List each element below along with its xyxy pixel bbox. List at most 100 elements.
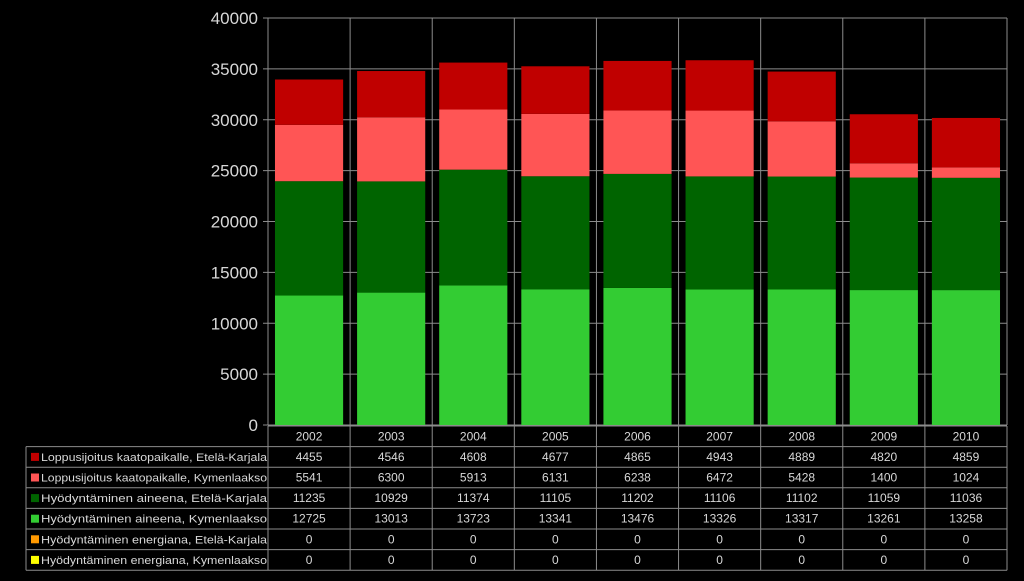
- data-label: 0: [716, 553, 723, 567]
- data-label: 6300: [378, 471, 405, 485]
- data-label: 11059: [868, 491, 901, 505]
- y-tick-label: 10000: [211, 314, 258, 333]
- bar-segment: [521, 113, 590, 177]
- data-label: 0: [470, 532, 477, 546]
- bar-segment: [931, 117, 1001, 168]
- data-label: 4608: [460, 450, 487, 464]
- data-label: 4859: [953, 450, 980, 464]
- data-label: 1024: [953, 471, 980, 485]
- data-label: 11102: [786, 491, 818, 505]
- legend-swatch: [31, 473, 39, 482]
- bar-segment: [603, 287, 672, 425]
- legend-swatch: [31, 452, 39, 461]
- y-axis: 0 5000 10000 15000 20000 25000 30000 35000 40000: [211, 9, 268, 435]
- bar-segment: [274, 181, 344, 296]
- data-label: 0: [963, 553, 970, 567]
- data-label: 10929: [374, 491, 408, 505]
- data-label: 0: [880, 532, 887, 546]
- data-label: 4889: [788, 450, 815, 464]
- bar-segment: [439, 169, 508, 286]
- bar-segment: [685, 176, 754, 290]
- data-label: 0: [963, 532, 970, 546]
- data-label: 0: [388, 553, 395, 567]
- legend-swatch: [31, 535, 39, 544]
- bar-segment: [274, 295, 344, 425]
- legend-swatch: [31, 514, 39, 523]
- data-label: 0: [306, 532, 313, 546]
- data-label: 0: [634, 532, 641, 546]
- data-label: 11374: [457, 491, 490, 505]
- bar-segment: [685, 60, 754, 111]
- x-tick-label: 2006: [624, 429, 651, 443]
- bar-segment: [274, 124, 344, 182]
- y-tick-label: 40000: [211, 9, 258, 28]
- y-tick-label: 5000: [220, 365, 258, 384]
- legend-label: Hyödyntäminen aineena, Kymenlaakso: [41, 514, 267, 526]
- data-label: 13258: [949, 512, 983, 526]
- data-label: 0: [388, 532, 395, 546]
- bar-segment: [767, 121, 836, 177]
- data-label: 11106: [704, 491, 736, 505]
- x-tick-label: 2003: [378, 429, 405, 443]
- data-label: 11202: [621, 491, 654, 505]
- data-label: 0: [798, 553, 805, 567]
- bar-segment: [849, 290, 918, 425]
- data-label: 4455: [296, 450, 323, 464]
- data-label: 11235: [293, 491, 326, 505]
- bar-segment: [357, 117, 426, 182]
- data-label: 0: [552, 532, 559, 546]
- data-label: 13341: [539, 512, 573, 526]
- data-label: 4943: [706, 450, 733, 464]
- bar-segment: [521, 176, 590, 290]
- bar-segment: [685, 110, 754, 177]
- legend-swatch: [31, 494, 39, 503]
- bar-segment: [521, 289, 590, 425]
- data-label: 0: [470, 553, 477, 567]
- bar-segment: [357, 292, 426, 425]
- bar-segment: [439, 62, 508, 110]
- bar-segment: [357, 71, 426, 118]
- x-tick-label: 2010: [953, 429, 980, 443]
- legend-label: Hyödyntäminen energiana, Etelä-Karjala: [41, 534, 268, 546]
- data-label: 1400: [870, 471, 897, 485]
- data-label: 6131: [542, 471, 569, 485]
- data-label: 13476: [621, 512, 655, 526]
- y-tick-label: 20000: [211, 213, 258, 232]
- bar-segment: [849, 163, 918, 178]
- bar-segment: [767, 289, 836, 425]
- x-tick-label: 2002: [296, 429, 323, 443]
- bar-segment: [767, 71, 836, 122]
- data-label: 0: [634, 553, 641, 567]
- bar-segment: [931, 167, 1001, 178]
- legend-label: Loppusijoitus kaatopaikalle, Kymenlaakso: [41, 473, 267, 485]
- x-tick-label: 2008: [788, 429, 815, 443]
- bar-segment: [521, 66, 590, 114]
- data-label: 0: [798, 532, 805, 546]
- data-label: 5428: [788, 471, 815, 485]
- data-label: 13261: [867, 512, 901, 526]
- data-label: 6472: [706, 471, 733, 485]
- data-label: 4820: [870, 450, 897, 464]
- legend-label: Loppusijoitus kaatopaikalle, Etelä-Karja…: [41, 452, 268, 464]
- bar-segment: [603, 173, 672, 288]
- data-label: 4546: [378, 450, 405, 464]
- bars: [274, 60, 1001, 425]
- bar-segment: [439, 285, 508, 425]
- bar-segment: [849, 177, 918, 291]
- data-label: 0: [880, 553, 887, 567]
- data-label: 4865: [624, 450, 651, 464]
- data-label: 11036: [950, 491, 983, 505]
- bar-segment: [439, 109, 508, 170]
- data-label: 5541: [296, 471, 323, 485]
- bar-segment: [685, 289, 754, 425]
- y-tick-label: 35000: [211, 60, 258, 79]
- data-label: 13723: [457, 512, 491, 526]
- data-label: 5913: [460, 471, 487, 485]
- x-tick-label: 2007: [706, 429, 733, 443]
- y-tick-label: 25000: [211, 162, 258, 181]
- data-label: 13013: [374, 512, 408, 526]
- legend-label: Hyödyntäminen energiana, Kymenlaakso: [41, 555, 267, 567]
- data-table: 2002 2003 2004 2005 2006 2007 2008 2009 2010 Lopp…: [25, 425, 1008, 571]
- data-label: 13326: [703, 512, 737, 526]
